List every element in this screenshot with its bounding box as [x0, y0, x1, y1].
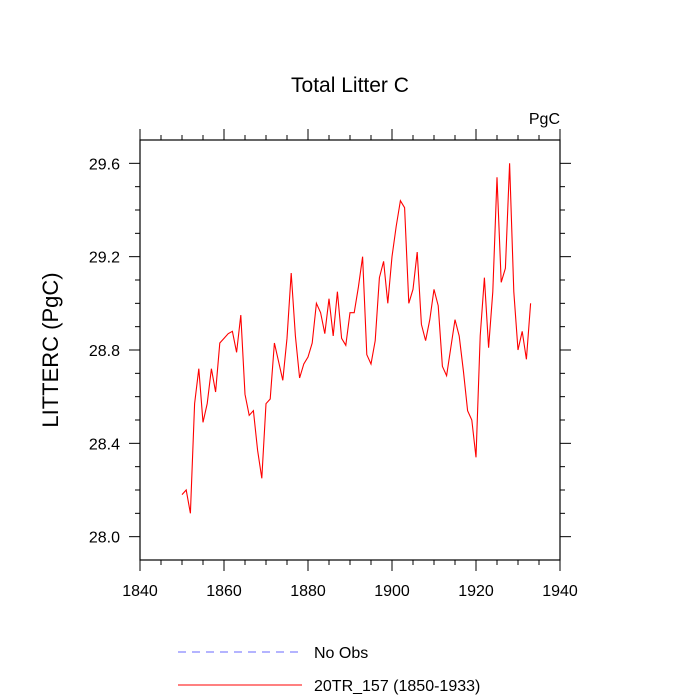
- x-tick-label: 1880: [290, 583, 326, 600]
- units-label: PgC: [529, 111, 560, 128]
- axis-ticks: 1840 1860 1880 1900 1920 1940 28.0 28.4 28.8 29.2…: [89, 129, 578, 600]
- y-tick-label: 28.8: [89, 343, 120, 360]
- y-tick-label: 29.2: [89, 250, 120, 267]
- x-tick-label: 1900: [374, 583, 410, 600]
- x-tick-label: 1920: [458, 583, 494, 600]
- legend-label: No Obs: [314, 645, 368, 662]
- legend-label: 20TR_157 (1850-1933): [314, 678, 480, 695]
- y-axis-label: LITTERC (PgC): [38, 272, 63, 427]
- y-tick-label: 28.4: [89, 436, 120, 453]
- x-tick-label: 1860: [206, 583, 242, 600]
- x-tick-label: 1940: [542, 583, 578, 600]
- y-tick-label: 28.0: [89, 530, 120, 547]
- plot-frame: [139, 139, 561, 561]
- series-layer: [181, 163, 532, 514]
- x-tick-label: 1840: [122, 583, 158, 600]
- legend: No Obs 20TR_157 (1850-1933): [178, 645, 480, 695]
- series-line: [181, 163, 532, 514]
- chart-title: Total Litter C: [291, 74, 409, 97]
- y-tick-label: 29.6: [89, 156, 120, 173]
